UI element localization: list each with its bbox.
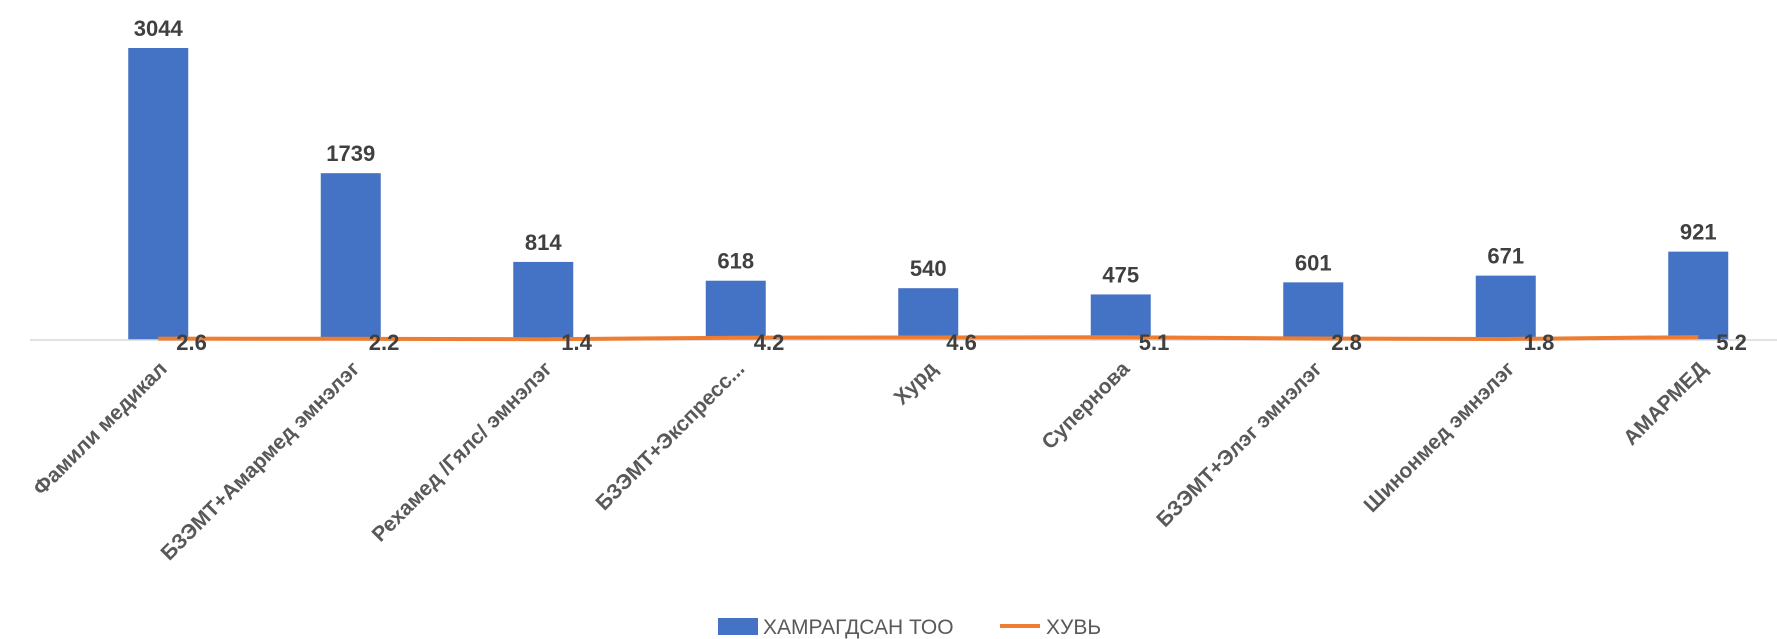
- line-value-label: 2.8: [1331, 330, 1362, 355]
- bar-value-label: 475: [1102, 262, 1139, 287]
- category-label: Супернова: [1038, 357, 1135, 454]
- line-data-labels: 2.6 2.2 1.4 4.2 4.6 5.1 2.8 1.8 5.2: [176, 330, 1747, 355]
- category-label: АМАРМЕД: [1619, 357, 1712, 450]
- bar-value-label: 540: [910, 256, 947, 281]
- line-value-label: 2.2: [369, 330, 400, 355]
- line-value-label: 2.6: [176, 330, 207, 355]
- bar-4: [705, 280, 766, 340]
- category-label: БЗЭМТ+Экспресс...: [592, 357, 750, 515]
- bar-value-label: 814: [525, 230, 562, 255]
- bar-value-label: 921: [1680, 220, 1717, 245]
- line-value-label: 4.2: [754, 330, 785, 355]
- category-label: БЗЭМТ+Элэг эмнэлэг: [1152, 357, 1327, 532]
- line-series: [158, 335, 1699, 342]
- bar-value-label: 1739: [326, 141, 375, 166]
- bar-value-label: 671: [1487, 244, 1524, 269]
- line-value-label: 1.8: [1524, 330, 1555, 355]
- category-label: Рехамед /Гялс/ эмнэлэг: [368, 357, 557, 546]
- category-label: БЗЭМТ+Амармед эмнэлэг: [157, 357, 365, 565]
- bar-value-label: 618: [717, 249, 754, 274]
- bar-2: [320, 173, 381, 340]
- legend-label-line: ХУВЬ: [1046, 616, 1101, 639]
- line-value-label: 1.4: [561, 330, 592, 355]
- legend-swatch-bar: [718, 618, 758, 635]
- category-label: Хурд: [890, 357, 942, 409]
- line-value-label: 4.6: [946, 330, 977, 355]
- bar-value-label: 601: [1295, 250, 1332, 275]
- bar-9: [1668, 251, 1729, 340]
- category-label: Шинонмед эмнэлэг: [1360, 357, 1520, 517]
- legend: ХАМРАГДСАН ТОО ХУВЬ: [718, 616, 1101, 639]
- legend-label-bar: ХАМРАГДСАН ТОО: [763, 616, 954, 639]
- line-value-label: 5.1: [1139, 330, 1170, 355]
- bar-value-label: 3044: [134, 16, 184, 41]
- bar-series: [128, 48, 1729, 340]
- bar-1: [128, 48, 189, 340]
- bar-data-labels: 3044 1739 814 618 540 475 601 671 921: [134, 16, 1717, 287]
- bar-6: [1090, 294, 1151, 340]
- bar-7: [1283, 282, 1344, 340]
- category-label: Фамили медикал: [29, 357, 172, 500]
- bar-8: [1475, 275, 1536, 340]
- line-value-label: 5.2: [1716, 330, 1747, 355]
- bar-3: [513, 261, 574, 340]
- bar-5: [898, 288, 959, 340]
